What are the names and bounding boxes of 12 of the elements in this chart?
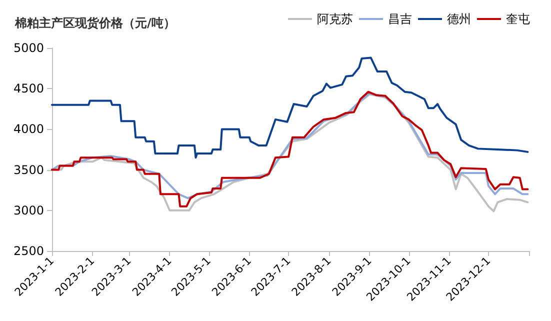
chart-title: 棉粕主产区现货价格（元/吨） xyxy=(14,16,176,30)
y-tick-label: 2500 xyxy=(13,244,44,258)
y-tick-label: 4500 xyxy=(13,82,44,96)
legend-label: 阿克苏 xyxy=(317,12,353,26)
y-tick-label: 3500 xyxy=(13,162,44,177)
y-tick-label: 3000 xyxy=(13,203,44,218)
line-series xyxy=(51,56,529,159)
y-tick-label: 5000 xyxy=(13,41,44,55)
legend-label: 德州 xyxy=(447,12,471,26)
legend-label: 昌吉 xyxy=(388,12,412,26)
legend-label: 奎屯 xyxy=(506,12,530,26)
y-tick-label: 4000 xyxy=(13,122,44,136)
